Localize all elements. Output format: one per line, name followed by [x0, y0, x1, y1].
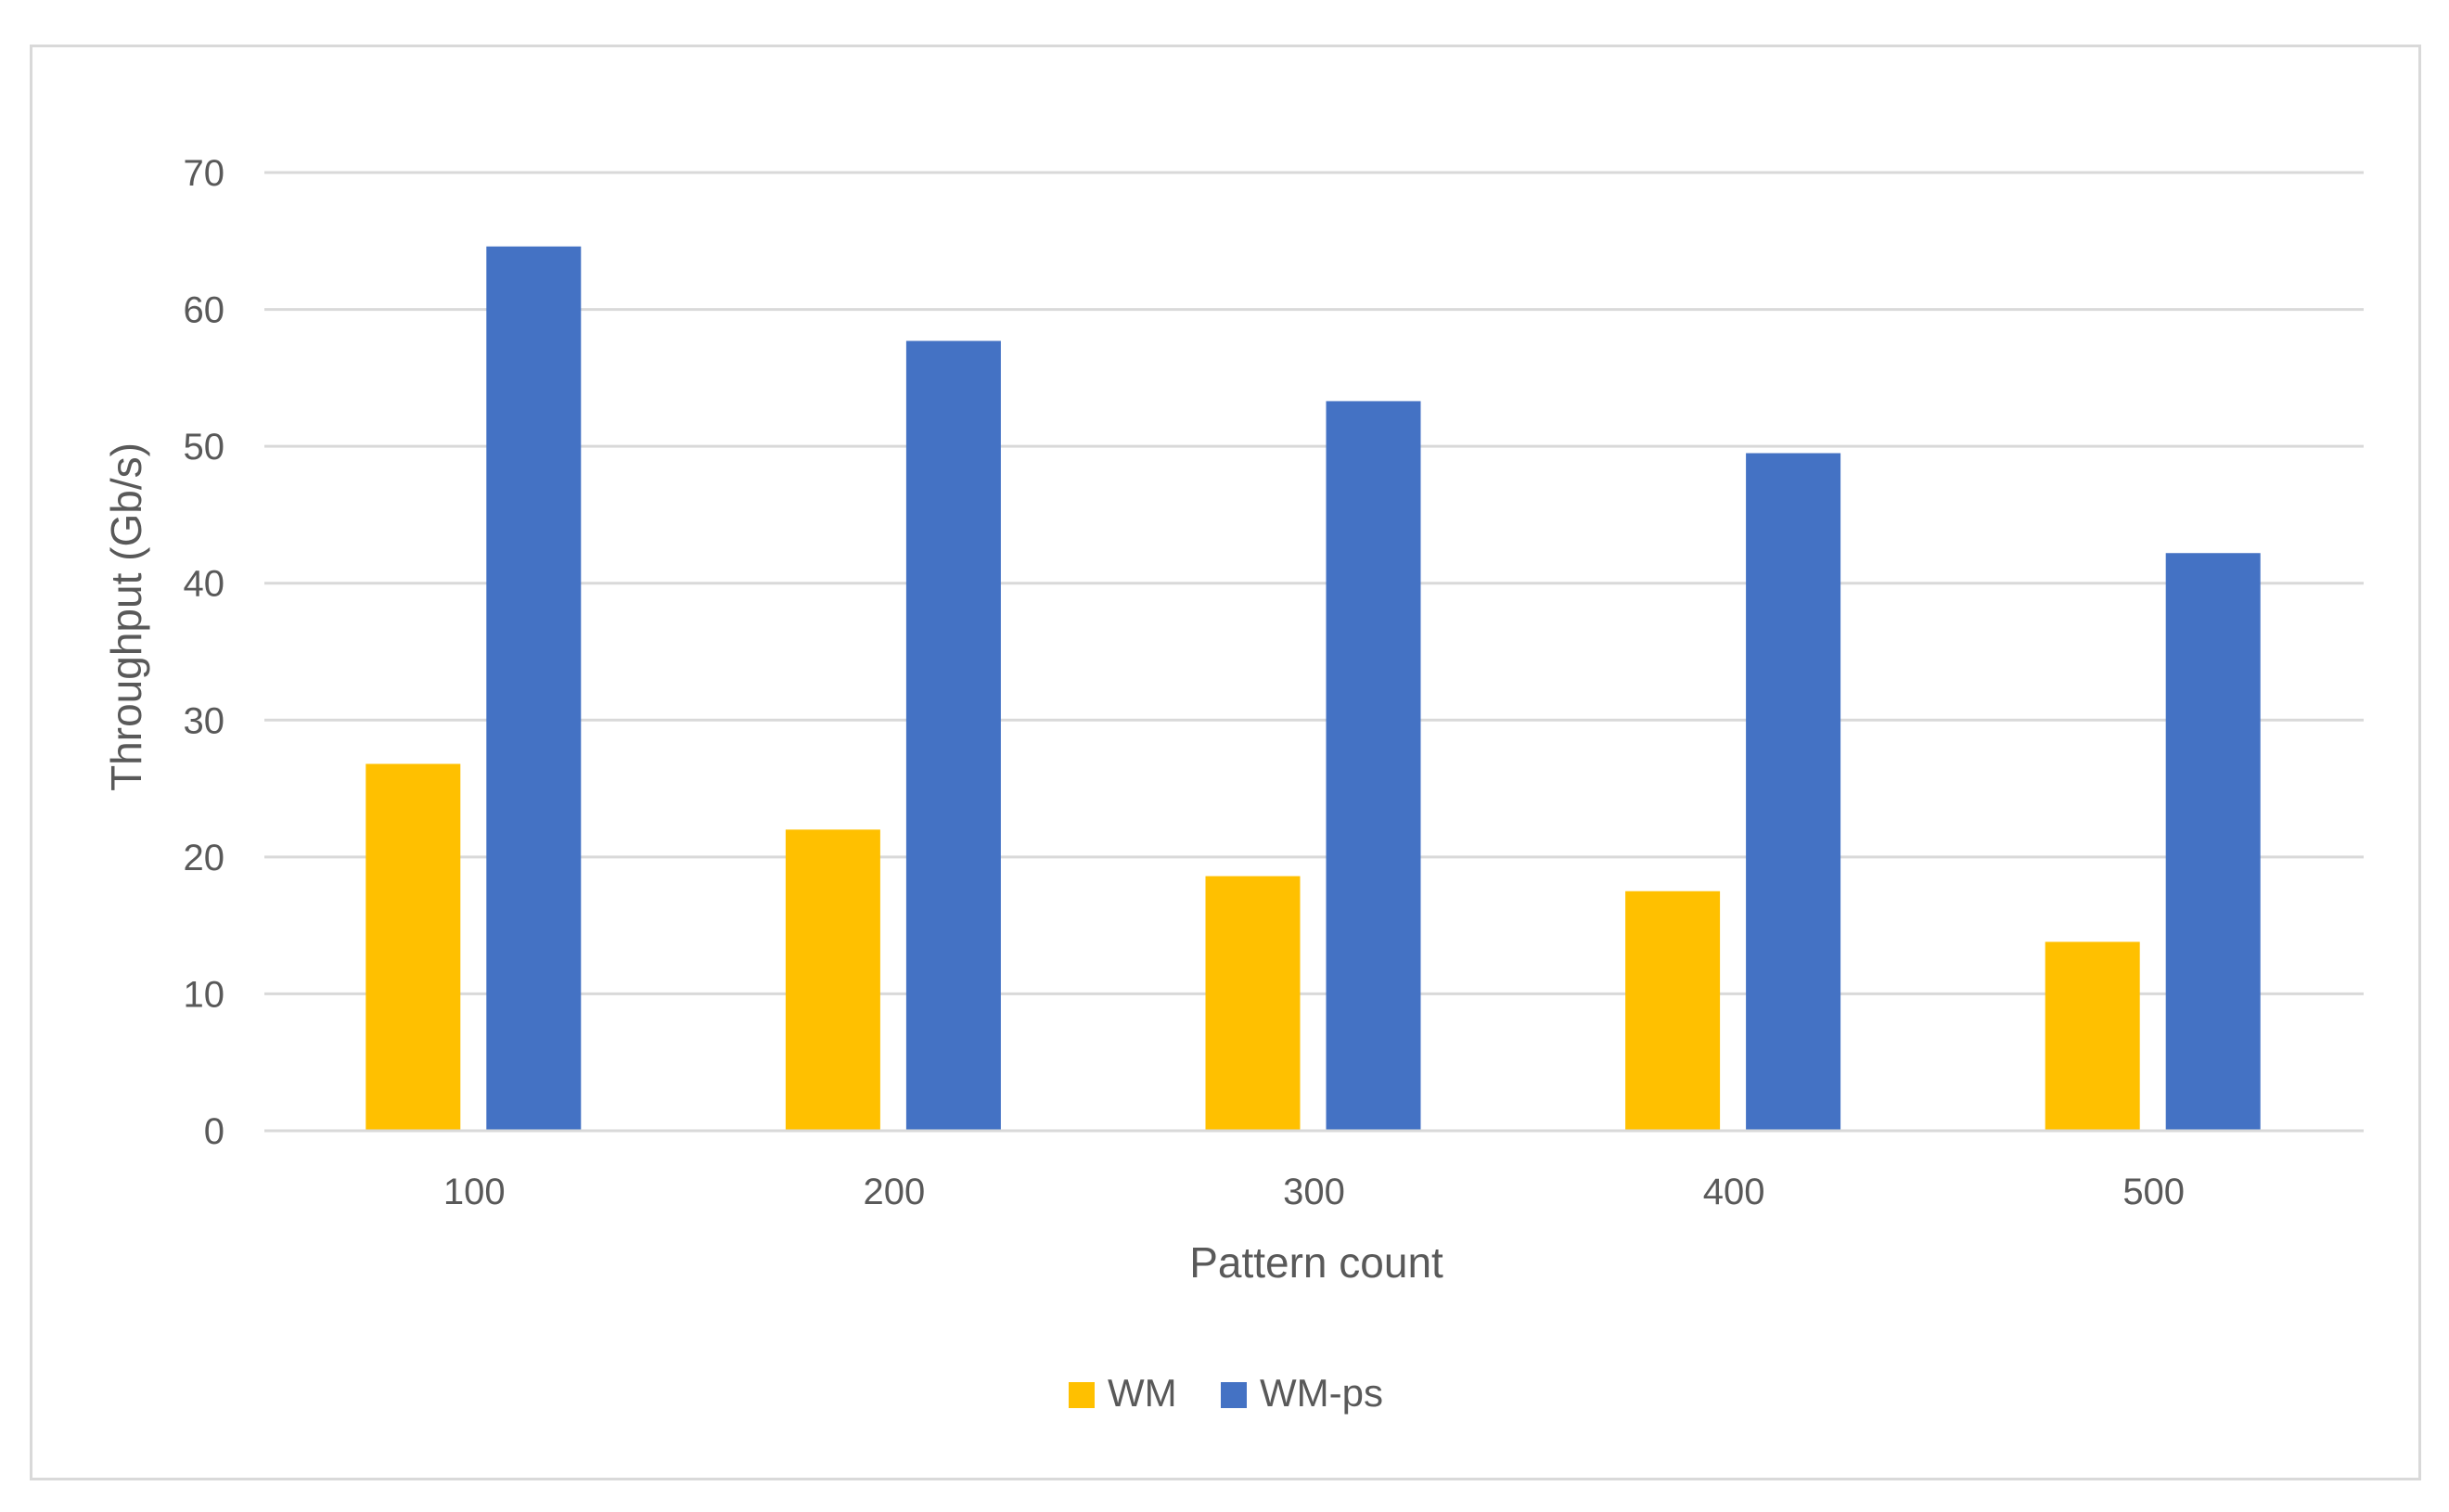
bar-wm-ps-400	[1746, 453, 1841, 1131]
y-tick-label: 0	[204, 1111, 224, 1152]
x-tick-label: 100	[443, 1172, 506, 1212]
bar-wm-300	[1205, 876, 1301, 1131]
legend-swatch-wm-ps	[1221, 1382, 1247, 1408]
y-tick-label: 20	[184, 838, 225, 878]
y-tick-label: 40	[184, 564, 225, 605]
bar-wm-ps-200	[905, 340, 1001, 1132]
chart-frame	[30, 45, 2421, 1480]
x-tick-label: 300	[1283, 1172, 1345, 1212]
y-axis-title: Throughput (Gb/s)	[102, 442, 150, 791]
bar-wm-ps-300	[1326, 401, 1421, 1131]
y-tick-label: 50	[184, 427, 225, 468]
bar-wm-400	[1625, 891, 1721, 1131]
y-tick-label: 30	[184, 700, 225, 741]
bar-wm-200	[785, 829, 880, 1131]
bar-wm-100	[365, 763, 461, 1131]
legend-swatch-wm	[1069, 1382, 1095, 1408]
x-axis-title: Pattern count	[1189, 1238, 1443, 1287]
y-tick-label: 10	[184, 974, 225, 1015]
legend-label-wm: WM	[1108, 1371, 1177, 1415]
x-tick-label: 400	[1703, 1172, 1765, 1212]
x-tick-label: 200	[864, 1172, 926, 1212]
legend: WM WM-ps	[1069, 1371, 1383, 1415]
bar-wm-ps-500	[2165, 553, 2261, 1131]
bar-wm-500	[2045, 942, 2140, 1131]
y-tick-label: 70	[184, 153, 225, 194]
x-tick-label: 500	[2122, 1172, 2185, 1212]
y-tick-label: 60	[184, 290, 225, 331]
bar-wm-ps-100	[486, 246, 582, 1131]
y-axis-ticks: 0 10 20 30 40 50 60 70	[184, 153, 225, 1152]
legend-label-wm-ps: WM-ps	[1260, 1371, 1383, 1415]
x-axis-ticks: 100 200 300 400 500	[443, 1172, 2185, 1212]
bars	[365, 246, 2261, 1132]
gridlines	[264, 171, 2364, 995]
